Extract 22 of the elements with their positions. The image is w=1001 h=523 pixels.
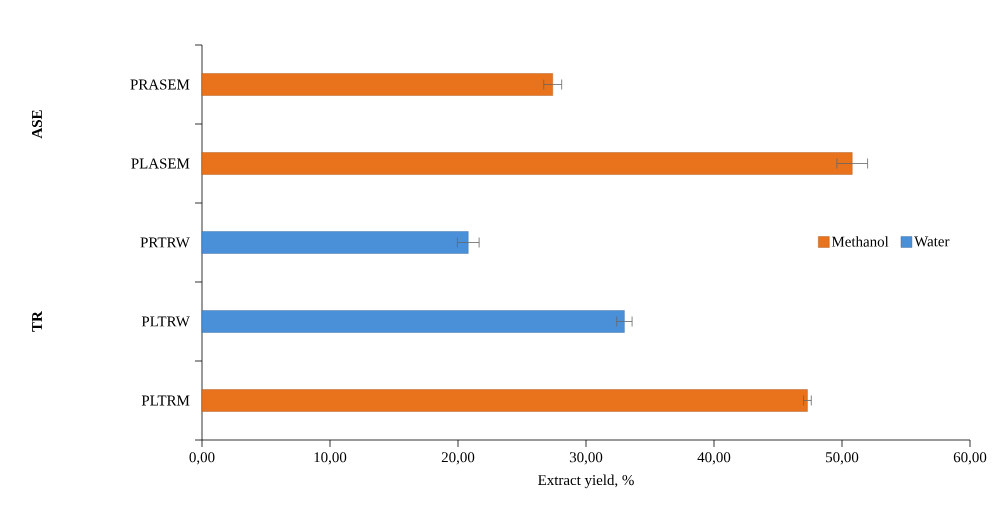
x-tick-label: 60,00 (953, 452, 987, 465)
y-tick-label: PRTRW (140, 237, 190, 248)
legend-label: Methanol (831, 236, 889, 247)
bar (201, 389, 808, 412)
y-tick-label: PRASEM (130, 79, 190, 90)
x-tick-label: 40,00 (697, 452, 731, 465)
y-tick-label: PLASEM (131, 158, 190, 169)
bar (201, 152, 853, 175)
x-tick-label: 50,00 (826, 452, 859, 465)
x-axis-title: Extract yield, % (538, 474, 634, 489)
text: ASE (31, 110, 43, 139)
x-tick-label: 30,00 (569, 452, 603, 465)
y-tick-label: PLTRM (141, 395, 190, 406)
legend-label: Water (914, 236, 950, 247)
y-tick-label: PLTRW (141, 316, 190, 327)
bar (201, 231, 469, 254)
text: TR (32, 310, 42, 332)
bar (201, 73, 553, 96)
x-tick-label: 10,00 (314, 452, 347, 465)
bar (201, 310, 625, 333)
x-tick-label: 20,00 (441, 452, 475, 465)
x-tick-label: 0,00 (189, 452, 215, 465)
